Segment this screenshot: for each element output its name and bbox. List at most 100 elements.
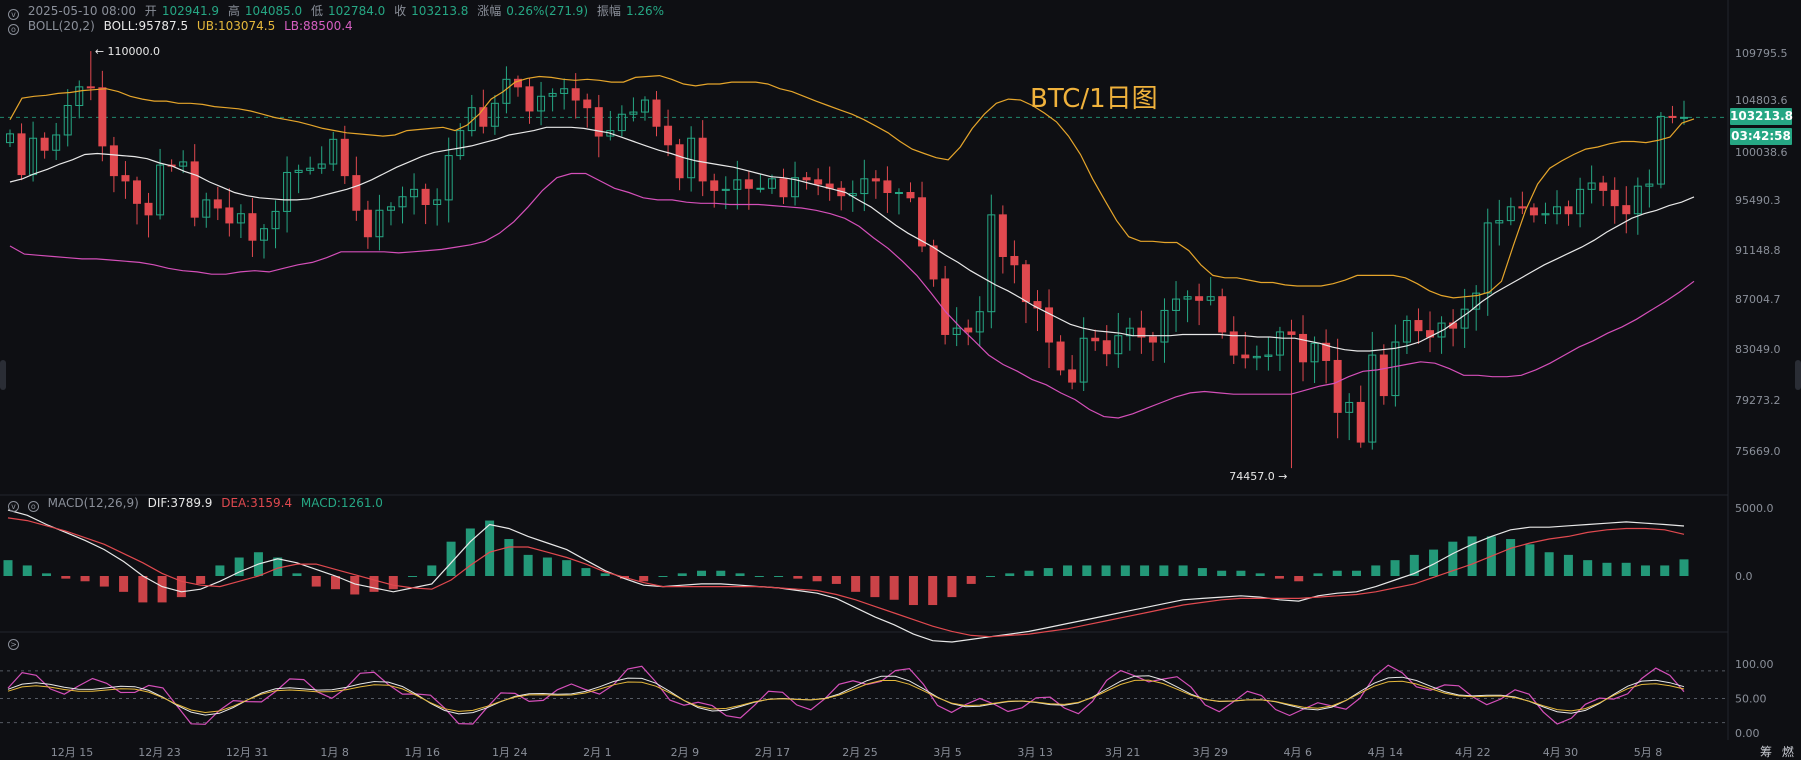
macd-bar <box>311 576 321 587</box>
candle-body <box>75 86 84 106</box>
macd-dif-line <box>7 509 1685 643</box>
candle-body <box>1310 342 1319 363</box>
candle-body <box>975 311 984 333</box>
burn-tool-label[interactable]: 燃 <box>1781 745 1794 759</box>
candle-body <box>40 137 49 151</box>
macd-bar <box>388 576 398 590</box>
macd-bar <box>1679 559 1689 576</box>
candle-body <box>918 197 927 247</box>
price-tick-label: 87004.7 <box>1735 293 1781 306</box>
macd-bar <box>812 576 822 582</box>
candle-body <box>1160 309 1169 343</box>
macd-bar <box>889 576 899 600</box>
high-value: 104085.0 <box>244 4 303 18</box>
candle-body <box>687 137 696 179</box>
boll-info-bar: o BOLL(20,2) BOLL:95787.5 UB:103074.5 LB… <box>8 19 358 35</box>
candle-body <box>791 177 800 198</box>
candle-body <box>952 327 961 335</box>
candle-body <box>871 178 880 182</box>
macd-bar <box>581 568 591 576</box>
macd-bar <box>446 541 456 576</box>
candle-body <box>640 99 649 113</box>
macd-bar <box>138 576 148 603</box>
candle-body <box>1241 354 1250 359</box>
candle-body <box>1633 185 1642 215</box>
x-tick-label: 1月 8 <box>320 746 349 759</box>
candle-body <box>479 107 488 127</box>
macd-bar <box>22 565 32 576</box>
osc-line-k <box>7 675 1685 716</box>
bell-icon[interactable]: o <box>8 24 19 35</box>
macd-bar <box>1024 570 1034 576</box>
macd-bar <box>157 576 167 603</box>
candle-body <box>317 163 326 169</box>
close-label: 收 <box>394 4 407 18</box>
macd-bar <box>639 576 649 582</box>
candle-body <box>490 102 499 127</box>
candle-body <box>352 175 361 211</box>
candle-body <box>259 228 268 241</box>
macd-bar <box>80 576 90 582</box>
candle-body <box>998 214 1007 257</box>
countdown-tag: 03:42:58 <box>1730 128 1792 145</box>
bell-icon[interactable]: o <box>27 501 39 512</box>
high-annotation: ← 110000.0 <box>95 45 160 58</box>
x-tick-label: 4月 30 <box>1543 746 1579 759</box>
macd-bar <box>1255 573 1265 576</box>
candle-body <box>744 179 753 189</box>
macd-bar <box>966 576 976 584</box>
candle-body <box>1045 307 1054 343</box>
macd-dea-value: DEA:3159.4 <box>221 496 293 510</box>
candle-body <box>710 180 719 191</box>
candle-body <box>1333 359 1342 413</box>
candle-body <box>294 169 303 173</box>
macd-name: MACD(12,26,9) <box>47 496 139 510</box>
candle-body <box>1402 320 1411 343</box>
macd-bar <box>1236 570 1246 576</box>
macd-bar <box>1120 565 1130 576</box>
macd-bar <box>928 576 938 606</box>
candle-body <box>236 213 245 224</box>
candle-body <box>340 138 349 177</box>
macd-bar <box>1217 570 1227 576</box>
macd-bar <box>1371 565 1381 576</box>
macd-bar <box>119 576 129 592</box>
collapse-icon[interactable]: v <box>8 9 19 20</box>
candle-body <box>1622 205 1631 215</box>
candle-body <box>548 92 557 97</box>
right-panel-handle[interactable] <box>1795 360 1801 390</box>
chip-tool-label[interactable]: 筹 <box>1760 745 1773 759</box>
macd-bar <box>3 560 13 576</box>
candle-body <box>1668 115 1677 118</box>
macd-bar <box>61 576 71 579</box>
candle-body <box>802 177 811 181</box>
macd-bar <box>677 573 687 576</box>
macd-bar <box>1101 565 1111 576</box>
macd-bar <box>234 557 244 576</box>
candle-body <box>1275 331 1284 356</box>
expand-icon[interactable]: > <box>8 639 19 650</box>
x-tick-label: 2月 9 <box>671 746 700 759</box>
macd-bar <box>1274 576 1284 579</box>
candle-body <box>1541 213 1550 216</box>
candle-body <box>571 88 580 101</box>
candle-body <box>1345 401 1354 413</box>
candle-body <box>17 133 26 176</box>
macd-bar <box>1583 560 1593 576</box>
macd-bar <box>1332 570 1342 576</box>
candle-body <box>1680 116 1688 119</box>
collapse-icon[interactable]: v <box>8 501 19 512</box>
macd-hist-value: MACD:1261.0 <box>300 496 383 510</box>
macd-bar <box>1525 544 1535 576</box>
macd-dea-line <box>7 517 1685 638</box>
candle-body <box>1299 333 1308 363</box>
candle-body <box>1137 327 1146 338</box>
left-panel-handle[interactable] <box>0 360 6 390</box>
macd-bar <box>735 573 745 576</box>
macd-bar <box>1621 562 1631 576</box>
macd-bar <box>562 560 572 576</box>
macd-bar <box>1043 568 1053 576</box>
low-label: 低 <box>311 4 324 18</box>
candle-body <box>1056 341 1065 371</box>
